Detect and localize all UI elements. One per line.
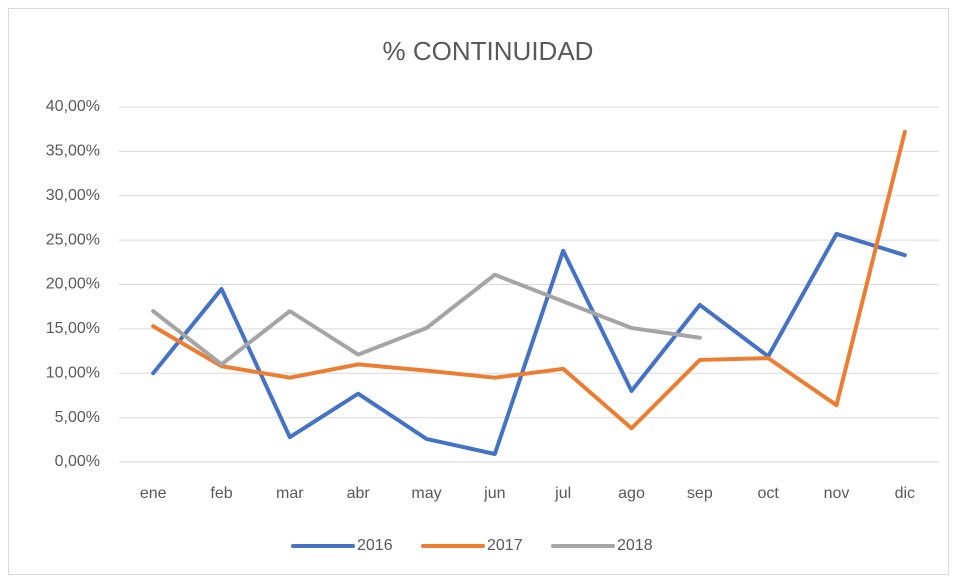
x-tick-label: oct — [757, 485, 779, 502]
y-tick-label: 25,00% — [46, 231, 100, 248]
series-line — [151, 231, 907, 457]
y-tick-label: 20,00% — [46, 276, 100, 293]
chart-title: % CONTINUIDAD — [383, 36, 594, 66]
y-tick-label: 15,00% — [46, 320, 100, 337]
y-tick-label: 35,00% — [46, 143, 100, 160]
x-tick-label: nov — [824, 485, 850, 502]
x-tick-label: feb — [210, 485, 232, 502]
y-tick-label: 0,00% — [55, 453, 100, 470]
legend-label: 2018 — [617, 537, 653, 554]
x-tick-label: jun — [483, 485, 505, 502]
y-tick-label: 5,00% — [55, 409, 100, 426]
x-tick-label: ago — [618, 485, 645, 502]
series-line — [151, 272, 702, 367]
x-tick-label: ene — [140, 485, 167, 502]
y-tick-label: 10,00% — [46, 364, 100, 381]
x-tick-label: may — [411, 485, 441, 502]
legend-label: 2016 — [357, 537, 393, 554]
x-tick-label: jul — [554, 485, 571, 502]
x-tick-label: sep — [687, 485, 713, 502]
x-tick-label: abr — [347, 485, 371, 502]
legend-label: 2017 — [487, 537, 523, 554]
x-tick-label: dic — [895, 485, 915, 502]
y-tick-label: 40,00% — [46, 98, 100, 115]
series-line — [151, 129, 907, 431]
x-tick-label: mar — [276, 485, 304, 502]
y-tick-label: 30,00% — [46, 187, 100, 204]
chart-border — [8, 8, 949, 575]
